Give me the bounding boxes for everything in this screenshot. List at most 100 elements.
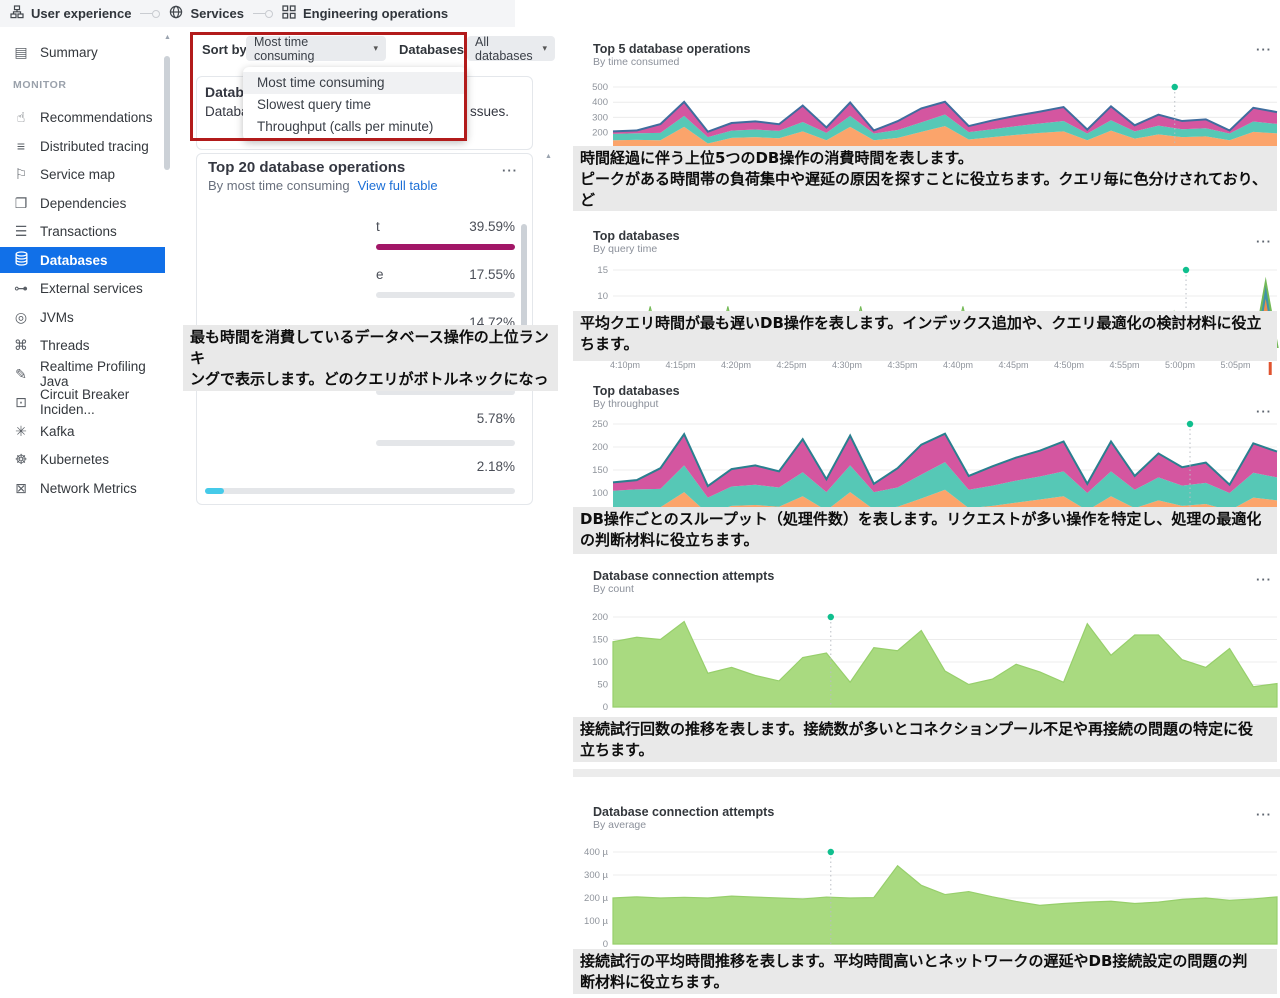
sidebar-item-service-map[interactable]: ⚐ Service map	[0, 161, 165, 187]
sidebar-item-label: Dependencies	[40, 195, 127, 211]
chevron-down-icon: ▾	[542, 43, 547, 53]
breadcrumb-connector	[140, 9, 161, 18]
chart-menu-icon[interactable]: ···	[1256, 234, 1272, 249]
annotation-chart1: 時間経過に伴う上位5つのDB操作の消費時間を表します。 ピークがある時間帯の負荷…	[573, 146, 1277, 211]
sidebar-scroll-up-icon[interactable]: ▲	[164, 34, 171, 41]
breadcrumb-item-user-experience[interactable]: User experience	[10, 5, 131, 22]
x-tick-label: 4:10pm	[610, 360, 640, 370]
sidebar-item-network-metrics[interactable]: ⊠ Network Metrics	[0, 475, 165, 501]
sort-option-1[interactable]: Most time consuming	[243, 72, 467, 94]
breadcrumb-item-engineering-operations[interactable]: Engineering operations	[282, 5, 448, 22]
breadcrumb-item-services[interactable]: Services	[169, 5, 244, 22]
db-icon	[13, 251, 29, 269]
sort-by-dropdown[interactable]: Most time consuming ▾	[246, 35, 386, 63]
x-tick-label: 5:05pm	[1220, 360, 1250, 370]
y-tick-label: 100 µ	[584, 916, 608, 927]
top-line	[612, 432, 1278, 488]
y-tick-label: 200	[592, 442, 608, 453]
sidebar-scrollbar-thumb[interactable]	[164, 56, 170, 170]
y-tick-label: 200	[592, 612, 608, 623]
view-full-table-link[interactable]: View full table	[357, 178, 438, 193]
top20-row-label-fragment: e	[376, 267, 384, 282]
sidebar-item-summary[interactable]: ▤ Summary	[0, 39, 165, 65]
x-tick-label: 4:50pm	[1054, 360, 1084, 370]
marker-dot	[827, 848, 834, 856]
sidebar-item-label: Threads	[40, 337, 90, 353]
connector-dot	[264, 9, 273, 18]
chart-subtitle: By count	[593, 583, 634, 595]
top20-scrollbar-thumb[interactable]	[521, 224, 527, 336]
y-tick-label: 250	[592, 419, 608, 430]
chart-menu-icon[interactable]: ···	[1256, 42, 1272, 57]
chart-title: Top databases	[593, 229, 680, 243]
top20-subtitle-row: By most time consuming View full table	[208, 178, 438, 193]
sidebar-item-databases[interactable]: Databases	[0, 247, 165, 273]
top20-impact-bar-fill	[205, 488, 224, 494]
sort-by-label: Sort by	[202, 42, 247, 57]
sidebar-item-label: Summary	[40, 44, 98, 60]
sidebar-item-jvms[interactable]: ◎ JVMs	[0, 304, 165, 330]
sidebar-item-kubernetes[interactable]: ☸ Kubernetes	[0, 446, 165, 472]
chart-title: Top 5 database operations	[593, 42, 751, 56]
y-tick-label: 100	[592, 657, 608, 668]
top20-menu-icon[interactable]: ···	[502, 163, 518, 178]
area-series	[612, 620, 1278, 708]
y-tick-label: 500	[592, 82, 608, 93]
sort-option-2[interactable]: Slowest query time	[257, 97, 372, 112]
sidebar-item-label: Realtime Profiling Java	[40, 359, 146, 389]
sidebar-item-realtime-profiling-java[interactable]: ✎ Realtime Profiling Java	[0, 359, 165, 389]
databases-dropdown[interactable]: All databases ▾	[467, 35, 555, 63]
y-tick-label: 100	[592, 488, 608, 499]
chart-title: Top databases	[593, 384, 680, 398]
content-scroll-up-icon[interactable]: ▲	[545, 153, 552, 160]
ext-icon: ⊶	[14, 279, 28, 296]
y-tick-label: 150	[592, 635, 608, 646]
section-divider	[573, 769, 1280, 777]
top20-subtitle: By most time consuming	[208, 178, 350, 193]
chart-menu-icon[interactable]: ···	[1256, 572, 1272, 587]
map-icon: ⚐	[14, 165, 28, 182]
recommendations-icon: ☝	[16, 108, 26, 125]
sidebar-item-transactions[interactable]: ☰ Transactions	[0, 218, 165, 244]
chart-subtitle: By time consumed	[593, 56, 680, 68]
sidebar-item-dependencies[interactable]: ❐ Dependencies	[0, 190, 165, 216]
top-line	[612, 100, 1278, 133]
top20-row-percent: 39.59%	[469, 219, 515, 234]
top20-title: Top 20 database operations	[208, 159, 406, 176]
chart-subtitle: By throughput	[593, 398, 659, 410]
x-tick-label: 4:35pm	[887, 360, 917, 370]
annotation-chart2: 平均クエリ時間が最も遅いDB操作を表します。インデックス追加や、クエリ最適化の検…	[573, 311, 1277, 361]
org-chart-icon	[10, 5, 24, 22]
connector-dot	[152, 9, 161, 18]
jvm-icon: ◎	[14, 308, 28, 325]
txn-icon: ☰	[14, 222, 28, 239]
sidebar-item-kafka[interactable]: ✳ Kafka	[0, 418, 165, 444]
sidebar-item-label: Kubernetes	[40, 451, 110, 467]
y-tick-label: 400 µ	[584, 847, 608, 858]
sort-option-3[interactable]: Throughput (calls per minute)	[257, 119, 434, 134]
chart-menu-icon[interactable]: ···	[1256, 404, 1272, 419]
y-tick-label: 300	[592, 112, 608, 123]
top20-impact-bar-track	[205, 488, 515, 494]
connector-line	[140, 12, 153, 15]
sidebar-item-circuit-breaker-inciden-[interactable]: ⊡ Circuit Breaker Inciden...	[0, 387, 165, 417]
annotation-top20: 最も時間を消費しているデータベース操作の上位ランキ ングで表示します。どのクエリ…	[183, 325, 558, 391]
marker-dot	[1182, 266, 1190, 274]
peak-overflow	[1268, 362, 1272, 375]
sidebar: ▤ Summary MONITOR ☝ Recommendations ≡ Distribu…	[0, 27, 180, 998]
x-tick-label: 4:20pm	[721, 360, 751, 370]
circuit-icon: ⊡	[15, 393, 27, 410]
sidebar-item-recommendations[interactable]: ☝ Recommendations	[0, 104, 165, 130]
top20-row-label-fragment: t	[376, 219, 380, 234]
y-tick-label: 300 µ	[584, 870, 608, 881]
x-tick-label: 4:55pm	[1109, 360, 1139, 370]
sidebar-item-external-services[interactable]: ⊶ External services	[0, 275, 165, 301]
top20-impact-bar-track	[376, 440, 515, 446]
sidebar-section-header: MONITOR	[13, 79, 67, 91]
sidebar-item-threads[interactable]: ⌘ Threads	[0, 332, 165, 358]
x-tick-label: 4:30pm	[832, 360, 862, 370]
chart-menu-icon[interactable]: ···	[1256, 807, 1272, 822]
y-tick-label: 10	[597, 291, 608, 302]
y-tick-label: 200	[592, 128, 608, 139]
sidebar-item-distributed-tracing[interactable]: ≡ Distributed tracing	[0, 133, 165, 159]
